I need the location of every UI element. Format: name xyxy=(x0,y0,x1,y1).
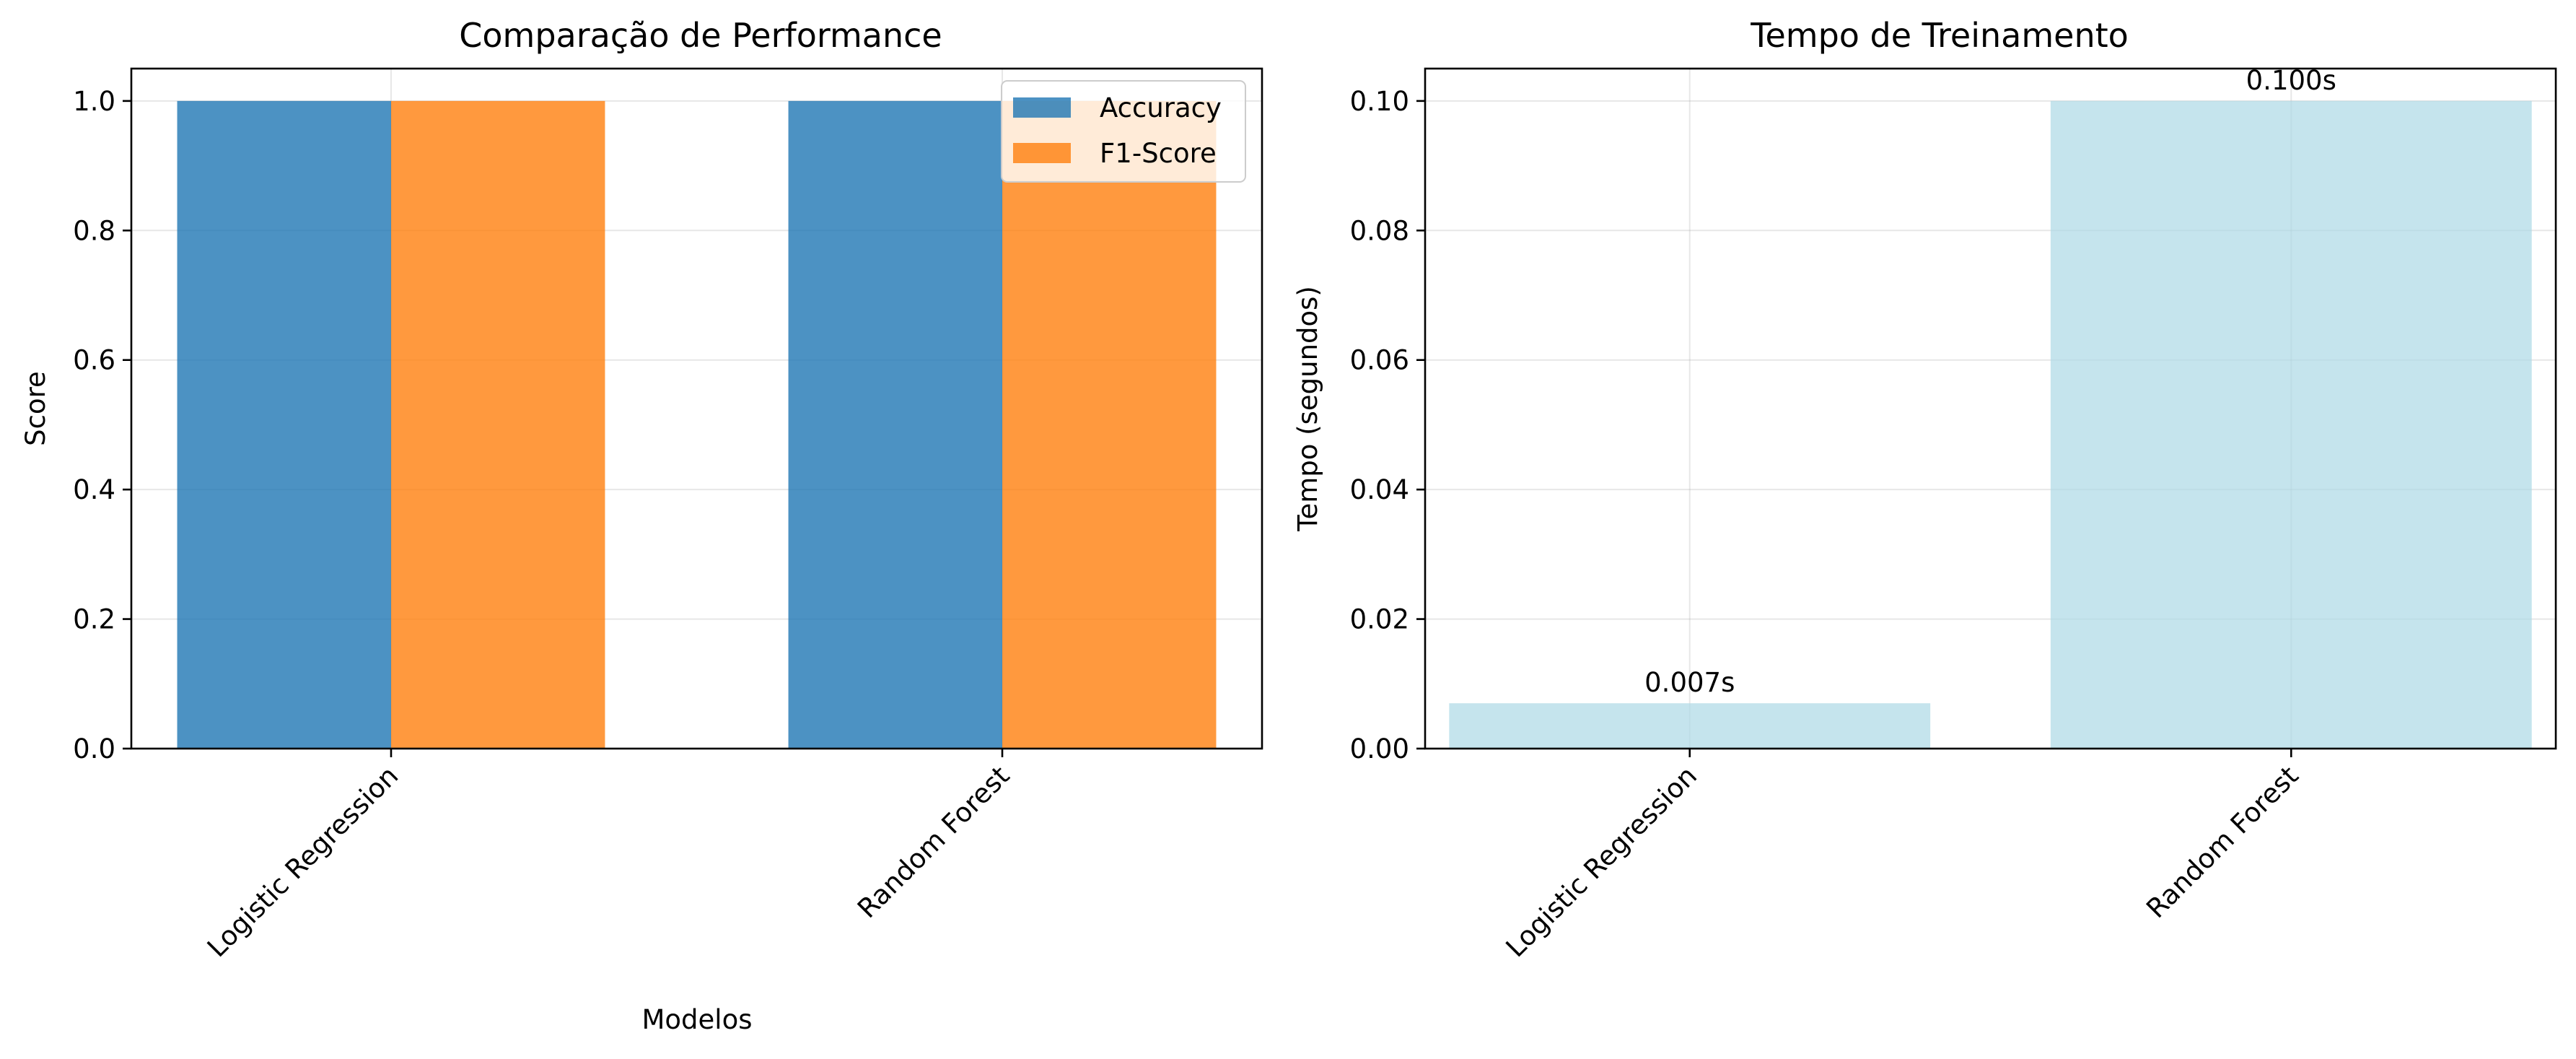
chart1-plot-frame xyxy=(130,67,1263,750)
chart1-title: Comparação de Performance xyxy=(459,16,942,55)
chart2-ytick-label: 0.10 xyxy=(1350,86,1409,117)
chart2-xtick-label-random-forest: Random Forest xyxy=(2140,760,2304,924)
chart1-ylabel: Score xyxy=(20,371,51,446)
chart1-bar-accuracy-logistic-regression xyxy=(177,100,391,749)
chart1-bar-f1-score-random-forest xyxy=(1002,100,1217,749)
chart1-xtick-label-logistic-regression: Logistic Regression xyxy=(201,760,404,963)
chart2-bar-logistic-regression xyxy=(1449,703,1931,749)
chart1-legend: Accuracy F1-Score xyxy=(1001,80,1246,183)
legend-label-f1-score: F1-Score xyxy=(1100,138,1217,169)
chart2-data-label-logistic-regression: 0.007s xyxy=(1644,667,1735,698)
chart2-ytick-label: 0.04 xyxy=(1350,474,1409,505)
chart2-title: Tempo de Treinamento xyxy=(1750,16,2129,55)
chart2-ytick-label: 0.00 xyxy=(1350,733,1409,764)
chart2-ytick-label: 0.08 xyxy=(1350,215,1409,246)
chart2-ytick-label: 0.02 xyxy=(1350,604,1409,635)
chart1-ytick-label: 0.4 xyxy=(73,474,115,505)
chart1-ytick-label: 0.8 xyxy=(73,215,115,246)
chart1-ytick-label: 1.0 xyxy=(73,86,115,117)
chart2-xtick-label-logistic-regression: Logistic Regression xyxy=(1500,760,1703,963)
chart2-plot-frame xyxy=(1424,67,2557,750)
chart1-xtick-label-random-forest: Random Forest xyxy=(851,760,1015,924)
chart1-ytick-label: 0.0 xyxy=(73,733,115,764)
legend-swatch-f1-score xyxy=(1013,143,1071,163)
chart2-ylabel: Tempo (segundos) xyxy=(1292,286,1323,532)
legend-swatch-accuracy xyxy=(1013,97,1071,118)
chart-performance: Comparação de Performance 0.0 0.2 0.4 0.6 0.… xyxy=(20,16,1263,1035)
chart1-bar-accuracy-random-forest xyxy=(788,100,1003,749)
chart2-bar-random-forest xyxy=(2050,100,2532,749)
chart1-xlabel: Modelos xyxy=(641,1004,752,1035)
chart1-bar-f1-score-logistic-regression xyxy=(390,100,605,749)
chart-training-time: Tempo de Treinamento 0.007s 0.100s 0.00 0.… xyxy=(1292,16,2557,963)
chart2-ytick-label: 0.06 xyxy=(1350,345,1409,376)
chart1-ytick-label: 0.2 xyxy=(73,604,115,635)
legend-label-accuracy: Accuracy xyxy=(1100,92,1222,123)
chart1-ytick-label: 0.6 xyxy=(73,345,115,376)
chart2-data-label-random-forest: 0.100s xyxy=(2246,65,2336,96)
